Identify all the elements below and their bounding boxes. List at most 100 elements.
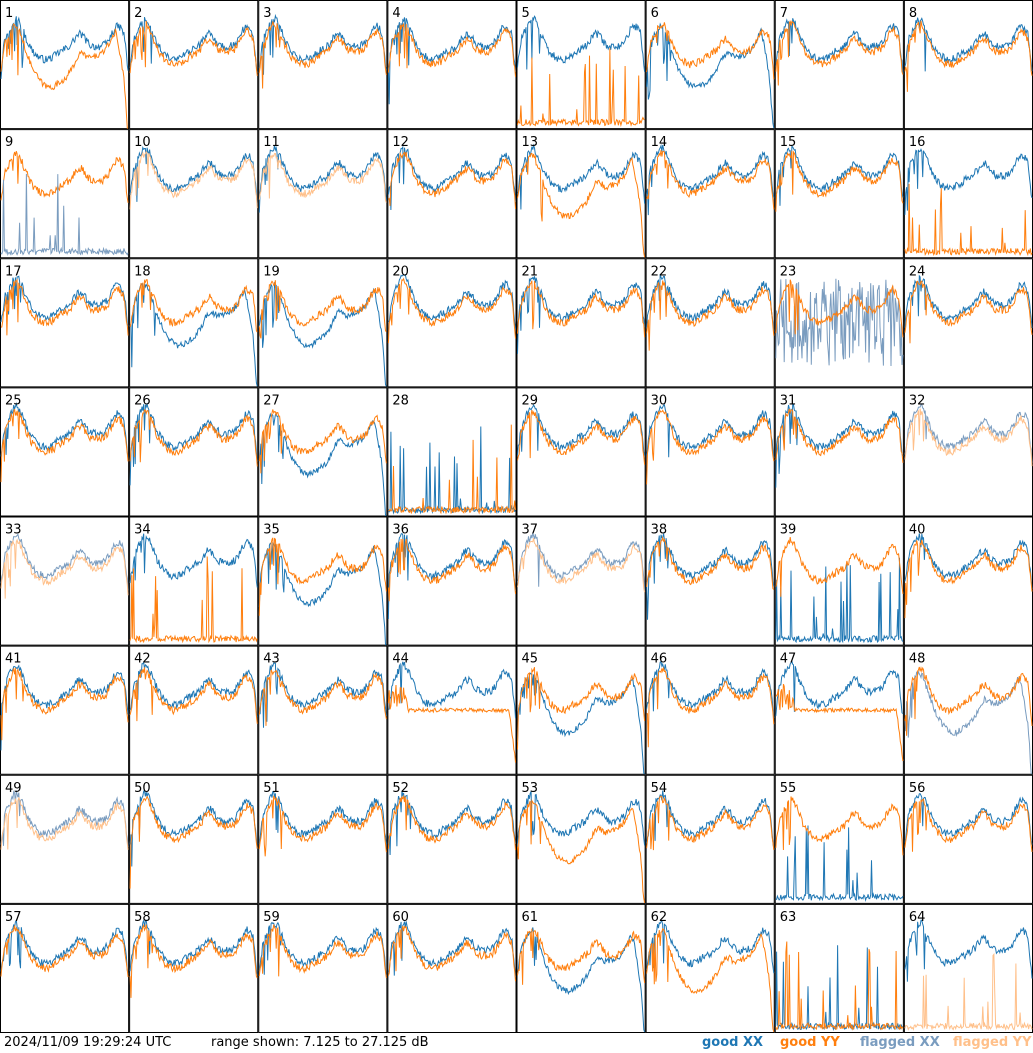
panel-45: 45 bbox=[516, 645, 646, 775]
panel-frame bbox=[516, 258, 646, 388]
series-flagged-xx bbox=[775, 278, 904, 367]
series-flagged-yy bbox=[904, 952, 1033, 1031]
panel-label: 26 bbox=[134, 393, 151, 408]
panel-frame bbox=[516, 129, 646, 259]
panel-frame bbox=[258, 129, 388, 259]
series-good-yy bbox=[517, 153, 646, 258]
panel-frame bbox=[387, 258, 517, 388]
panel-frame bbox=[258, 387, 388, 517]
panel-21: 21 bbox=[516, 258, 646, 388]
panel-label: 13 bbox=[522, 135, 539, 150]
series-good-yy bbox=[129, 20, 258, 76]
panel-17: 17 bbox=[0, 258, 130, 388]
series-good-xx bbox=[904, 17, 1033, 72]
series-good-yy bbox=[129, 795, 258, 889]
panel-frame bbox=[645, 258, 775, 388]
series-good-yy bbox=[129, 278, 258, 333]
series-good-xx bbox=[388, 661, 516, 719]
series-good-yy bbox=[517, 409, 646, 465]
panel-16: 16 bbox=[903, 129, 1033, 259]
panel-frame bbox=[129, 258, 259, 388]
series-good-yy bbox=[646, 280, 775, 351]
panel-label: 51 bbox=[263, 781, 280, 796]
panel-label: 39 bbox=[780, 523, 797, 538]
panel-label: 2 bbox=[134, 6, 142, 21]
panel-frame bbox=[129, 645, 259, 775]
panel-label: 4 bbox=[392, 6, 400, 21]
panel-label: 44 bbox=[392, 652, 409, 667]
series-good-yy bbox=[775, 796, 904, 856]
series-good-yy bbox=[387, 684, 516, 763]
series-good-xx bbox=[646, 143, 775, 216]
panel-49: 49 bbox=[0, 774, 130, 904]
panel-frame bbox=[258, 258, 388, 388]
panel-36: 36 bbox=[387, 516, 517, 646]
series-flagged-yy bbox=[129, 150, 258, 210]
panel-32: 32 bbox=[903, 387, 1033, 517]
series-good-yy bbox=[904, 280, 1033, 344]
panel-42: 42 bbox=[129, 645, 259, 775]
panel-frame bbox=[645, 129, 775, 259]
series-good-xx bbox=[904, 274, 1033, 329]
series-good-yy bbox=[517, 280, 646, 338]
series-good-yy bbox=[0, 278, 129, 336]
panel-label: 43 bbox=[263, 652, 280, 667]
series-good-yy bbox=[258, 669, 387, 726]
series-good-yy bbox=[517, 928, 646, 985]
panel-40: 40 bbox=[903, 516, 1033, 646]
series-good-xx bbox=[775, 404, 904, 488]
panel-label: 21 bbox=[522, 264, 539, 279]
panel-1: 1 bbox=[0, 0, 130, 130]
series-good-yy bbox=[775, 941, 904, 1031]
panel-61: 61 bbox=[516, 903, 646, 1033]
panel-label: 38 bbox=[651, 523, 668, 538]
panel-label: 41 bbox=[5, 652, 22, 667]
timestamp-label: 2024/11/09 19:29:24 UTC bbox=[4, 1035, 172, 1050]
series-good-yy bbox=[904, 539, 1033, 619]
panel-frame bbox=[645, 0, 775, 130]
panel-25: 25 bbox=[0, 387, 130, 517]
panel-label: 25 bbox=[5, 393, 22, 408]
panel-52: 52 bbox=[387, 774, 517, 904]
panel-label: 53 bbox=[522, 781, 539, 796]
panel-53: 53 bbox=[516, 774, 646, 904]
panel-frame bbox=[516, 645, 646, 775]
series-good-xx bbox=[129, 919, 258, 975]
series-flagged-xx bbox=[517, 532, 646, 593]
panel-frame bbox=[129, 387, 259, 517]
panel-28: 28 bbox=[387, 387, 517, 517]
panel-label: 12 bbox=[392, 135, 409, 150]
panel-15: 15 bbox=[774, 129, 904, 259]
panel-26: 26 bbox=[129, 387, 259, 517]
panel-frame bbox=[0, 0, 130, 130]
panel-frame bbox=[516, 903, 646, 1033]
legend-good-xx: good XX bbox=[702, 1035, 764, 1050]
series-good-yy bbox=[387, 794, 516, 851]
series-good-yy bbox=[904, 20, 1033, 92]
panel-label: 56 bbox=[909, 781, 926, 796]
panel-frame bbox=[129, 0, 259, 130]
panel-frame bbox=[387, 0, 517, 130]
panel-58: 58 bbox=[129, 903, 259, 1033]
panel-64: 64 bbox=[903, 903, 1033, 1033]
panel-frame bbox=[0, 645, 130, 775]
panel-frame bbox=[903, 0, 1033, 130]
panel-46: 46 bbox=[645, 645, 775, 775]
panel-frame bbox=[0, 516, 130, 646]
panel-label: 49 bbox=[5, 781, 22, 796]
legend-flagged-xx: flagged XX bbox=[860, 1035, 940, 1050]
series-good-yy bbox=[775, 683, 904, 762]
series-good-yy bbox=[904, 666, 1033, 736]
series-good-xx bbox=[775, 825, 904, 903]
series-good-yy bbox=[387, 538, 516, 602]
series-flagged-yy bbox=[258, 152, 387, 203]
series-good-yy bbox=[646, 666, 775, 748]
series-flagged-yy bbox=[517, 537, 646, 593]
panel-59: 59 bbox=[258, 903, 388, 1033]
panel-label: 7 bbox=[780, 6, 788, 21]
series-good-yy bbox=[775, 150, 904, 212]
panel-3: 3 bbox=[258, 0, 388, 130]
series-good-yy bbox=[0, 23, 129, 129]
series-good-yy bbox=[517, 667, 646, 750]
panel-label: 47 bbox=[780, 652, 797, 667]
